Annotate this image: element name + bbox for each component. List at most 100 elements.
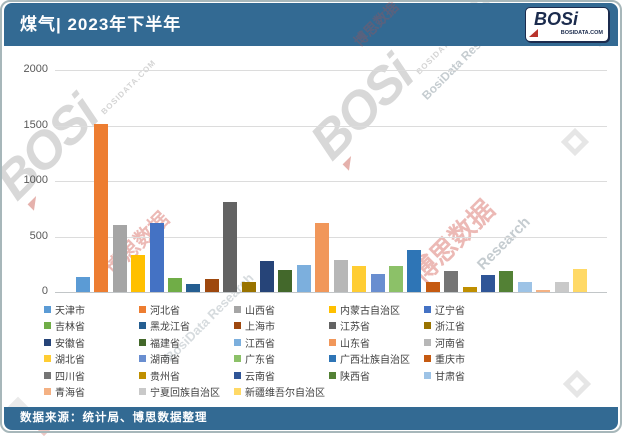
legend-item: 安徽省 — [44, 334, 139, 351]
bosi-logo-domain: BOSIDATA.COM — [560, 30, 603, 36]
bar — [388, 266, 403, 292]
legend-swatch-icon — [424, 371, 431, 379]
bar — [315, 223, 330, 292]
gridline — [55, 70, 607, 71]
bar — [407, 250, 422, 292]
legend-item: 辽宁省 — [424, 301, 519, 318]
legend-swatch-icon — [424, 338, 431, 346]
y-tick-label: 2000 — [23, 63, 48, 75]
legend-swatch-icon — [424, 355, 431, 363]
bar — [260, 261, 275, 292]
legend-item: 山东省 — [329, 334, 424, 351]
header-bar: 煤气| 2023年下半年 BOSi BOSIDATA.COM — [4, 3, 618, 46]
bar — [94, 124, 109, 292]
bar — [296, 265, 311, 292]
legend-swatch-icon — [234, 355, 241, 363]
legend-label: 重庆市 — [435, 355, 465, 367]
legend-swatch-icon — [44, 305, 51, 313]
bar — [499, 271, 514, 292]
bar-series — [76, 70, 587, 292]
legend-swatch-icon — [329, 305, 336, 313]
legend-label: 甘肃省 — [435, 371, 465, 383]
legend-item: 重庆市 — [424, 351, 519, 368]
legend-label: 吉林省 — [55, 322, 85, 334]
bar — [241, 282, 256, 292]
legend-swatch-icon — [234, 371, 241, 379]
legend-label: 辽宁省 — [435, 305, 465, 317]
legend-item: 湖南省 — [139, 351, 234, 368]
watermark-arrow-icon — [27, 195, 43, 211]
legend-swatch-icon — [44, 338, 51, 346]
legend-item: 新疆维吾尔自治区 — [234, 384, 329, 401]
legend-item: 陕西省 — [329, 367, 424, 384]
legend-swatch-icon — [234, 305, 241, 313]
legend-label: 山东省 — [340, 338, 370, 350]
y-tick-label: 500 — [29, 229, 48, 242]
legend-swatch-icon — [139, 388, 146, 396]
legend-item: 贵州省 — [139, 367, 234, 384]
legend-swatch-icon — [234, 388, 241, 396]
bar — [333, 260, 348, 292]
legend-item: 广西壮族自治区 — [329, 351, 424, 368]
bar — [536, 290, 551, 292]
legend-swatch-icon — [44, 388, 51, 396]
bar — [204, 279, 219, 292]
y-tick-label: 1000 — [23, 174, 48, 186]
legend-item: 河北省 — [139, 301, 234, 318]
legend: 天津市 河北省 山西省 内蒙古自治区 辽宁省 吉林省 黑龙江省 上海市 江苏省 浙江省 安徽省 福建省… — [44, 301, 529, 400]
bar — [186, 284, 201, 292]
legend-label: 湖南省 — [150, 355, 180, 367]
legend-swatch-icon — [234, 322, 241, 330]
y-tick-label: 1500 — [23, 118, 48, 131]
legend-swatch-icon — [139, 355, 146, 363]
legend-label: 安徽省 — [55, 338, 85, 350]
x-axis-line — [55, 292, 607, 293]
legend-swatch-icon — [44, 322, 51, 330]
legend-label: 黑龙江省 — [150, 322, 190, 334]
legend-item: 浙江省 — [424, 318, 519, 335]
footer-bar: 数据来源：统计局、博思数据整理 — [4, 407, 618, 430]
legend-swatch-icon — [139, 371, 146, 379]
bar — [168, 278, 183, 292]
legend-swatch-icon — [234, 338, 241, 346]
legend-label: 福建省 — [150, 338, 180, 350]
data-source-text: 数据来源：统计局、博思数据整理 — [20, 412, 208, 424]
legend-item: 四川省 — [44, 367, 139, 384]
bar — [480, 275, 495, 292]
y-tick-label: 0 — [41, 285, 48, 297]
bar — [278, 270, 293, 292]
legend-swatch-icon — [44, 371, 51, 379]
bosi-logo: BOSi BOSIDATA.COM — [525, 7, 609, 42]
legend-label: 浙江省 — [435, 322, 465, 334]
legend-label: 广西壮族自治区 — [340, 355, 410, 367]
legend-item: 甘肃省 — [424, 367, 519, 384]
legend-item: 青海省 — [44, 384, 139, 401]
legend-label: 上海市 — [245, 322, 275, 334]
bar — [444, 271, 459, 292]
bar — [352, 266, 367, 292]
legend-label: 四川省 — [55, 371, 85, 383]
legend-label: 新疆维吾尔自治区 — [245, 388, 325, 400]
bar — [517, 282, 532, 292]
bar — [572, 269, 587, 292]
bar — [425, 282, 440, 292]
legend-label: 宁夏回族自治区 — [150, 388, 220, 400]
legend-item: 江西省 — [234, 334, 329, 351]
legend-label: 陕西省 — [340, 371, 370, 383]
gridline — [55, 236, 607, 238]
legend-swatch-icon — [329, 355, 336, 363]
legend-label: 青海省 — [55, 388, 85, 400]
legend-swatch-icon — [329, 322, 336, 330]
legend-item: 云南省 — [234, 367, 329, 384]
legend-item: 河南省 — [424, 334, 519, 351]
legend-swatch-icon — [139, 338, 146, 346]
legend-swatch-icon — [424, 322, 431, 330]
legend-item: 江苏省 — [329, 318, 424, 335]
legend-item: 湖北省 — [44, 351, 139, 368]
legend-label: 河南省 — [435, 338, 465, 350]
legend-label: 江苏省 — [340, 322, 370, 334]
legend-swatch-icon — [139, 305, 146, 313]
bar — [149, 223, 164, 292]
legend-swatch-icon — [424, 305, 431, 313]
